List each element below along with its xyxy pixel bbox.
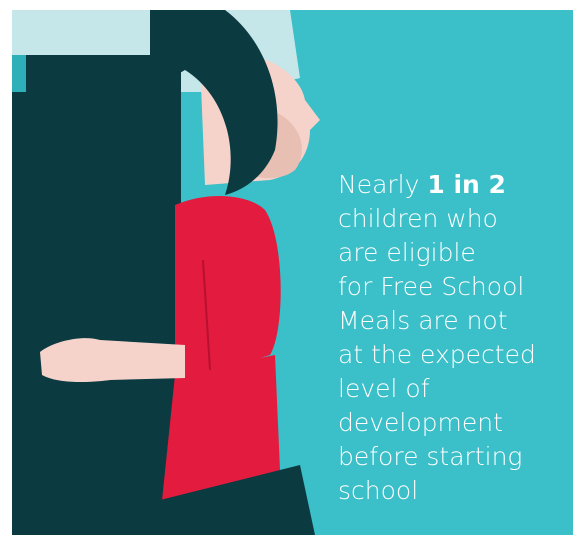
caption-line: development: [338, 408, 503, 437]
sweater: [175, 196, 281, 378]
bench-edge: [12, 55, 26, 93]
caption-line: for Free School: [338, 272, 524, 301]
highlight: 1 in 2: [427, 170, 506, 199]
caption-line: Meals are not: [338, 306, 508, 335]
caption-line: children who: [338, 204, 498, 233]
caption-line: are eligible: [338, 238, 476, 267]
hand: [40, 338, 185, 382]
caption-line: at the expected: [338, 340, 536, 369]
lead: Nearly: [338, 170, 419, 199]
dark-block: [26, 55, 181, 535]
caption-line: school: [338, 476, 418, 505]
caption-line: level of: [338, 374, 430, 403]
caption-line: before starting: [338, 442, 522, 471]
dark-block-left: [12, 92, 42, 535]
infographic: Nearly 1 in 2 children who are eligible fo…: [0, 0, 585, 546]
caption-line: Nearly 1 in 2: [338, 170, 506, 199]
page: Nearly 1 in 2 children who are eligible fo…: [0, 0, 585, 546]
